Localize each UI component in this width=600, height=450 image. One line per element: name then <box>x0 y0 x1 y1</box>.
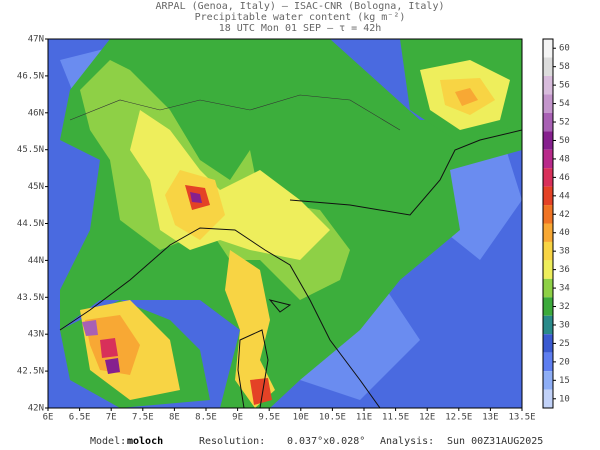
colorbar-band <box>543 57 553 76</box>
lat-label: 43.5N <box>17 293 44 303</box>
colorbar-band <box>543 315 553 335</box>
colorbar-band <box>543 334 553 353</box>
colorbar-band <box>543 352 553 372</box>
lon-label: 6.5E <box>69 413 91 423</box>
colorbar-label: 30 <box>559 320 570 330</box>
colorbar-label: 38 <box>559 247 570 257</box>
map-field <box>48 39 522 408</box>
colorbar-label: 40 <box>559 228 570 238</box>
lat-label: 42.5N <box>17 367 44 377</box>
colorbar-band <box>543 371 553 390</box>
lat-label: 43N <box>28 330 44 340</box>
colorbar-label: 54 <box>559 99 570 109</box>
colorbar-label: 44 <box>559 191 570 201</box>
lat-label: 45N <box>28 182 44 192</box>
colorbar-label: 60 <box>559 44 570 54</box>
lat-label: 44.5N <box>17 219 44 229</box>
lon-label: 7E <box>106 413 117 423</box>
colorbar-label: 56 <box>559 81 570 91</box>
colorbar-frame <box>542 38 554 409</box>
colorbar-band <box>543 168 553 187</box>
colorbar-label: 46 <box>559 173 570 183</box>
colorbar-label: 20 <box>559 357 570 367</box>
colorbar-band <box>543 223 553 242</box>
lon-label: 11.5E <box>382 413 409 423</box>
coastlines <box>59 94 522 408</box>
colorbar-label: 48 <box>559 154 570 164</box>
colorbar-label: 10 <box>559 394 570 404</box>
lat-label: 47N <box>28 35 44 45</box>
colorbar-band <box>543 75 553 95</box>
lon-label: 7.5E <box>132 413 154 423</box>
footer-value: moloch <box>127 436 163 447</box>
lon-label: 13E <box>482 413 498 423</box>
lon-label: 13.5E <box>508 413 535 423</box>
header-line: Precipitable water content (kg m⁻²) <box>195 12 406 23</box>
colorbar-label: 15 <box>559 376 570 386</box>
header-line: ARPAL (Genoa, Italy) — ISAC-CNR (Bologna… <box>156 1 445 12</box>
lon-label: 9E <box>232 413 243 423</box>
footer-value: 0.037°x0.028° <box>287 436 365 447</box>
colorbar-band <box>543 260 553 279</box>
colorbar-label: 52 <box>559 118 570 128</box>
header-line: 18 UTC Mon 01 SEP – τ = 42h <box>219 23 382 34</box>
colorbar-band <box>543 278 553 298</box>
lat-label: 44N <box>28 256 44 266</box>
lat-label: 46N <box>28 108 44 118</box>
lon-label: 10.5E <box>319 413 346 423</box>
colorbar-label: 58 <box>559 62 570 72</box>
lon-label: 11E <box>356 413 372 423</box>
colorbar-label: 32 <box>559 302 570 312</box>
lat-label: 45.5N <box>17 145 44 155</box>
colorbar-label: 42 <box>559 210 570 220</box>
lon-label: 12.5E <box>445 413 472 423</box>
lon-label: 12E <box>419 413 435 423</box>
colorbar-label: 36 <box>559 265 570 275</box>
lon-label: 6E <box>43 413 54 423</box>
lon-label: 9.5E <box>258 413 280 423</box>
colorbar-band <box>543 39 553 58</box>
colorbar-band <box>543 94 553 113</box>
colorbar-label: 50 <box>559 136 570 146</box>
colorbar-band <box>543 131 553 150</box>
colorbar-label: 34 <box>559 284 570 294</box>
lon-label: 8.5E <box>195 413 217 423</box>
colorbar-band <box>543 149 553 169</box>
colorbar-band <box>543 297 553 316</box>
footer-label: Model: <box>90 436 126 447</box>
lon-label: 10E <box>293 413 309 423</box>
colorbar-label: 25 <box>559 339 570 349</box>
colorbar-band <box>543 186 553 206</box>
colorbar-band <box>543 112 553 132</box>
lat-label: 42N <box>28 404 44 414</box>
colorbar-band <box>543 389 553 408</box>
colorbar-band <box>543 241 553 261</box>
footer-label: Analysis: <box>380 436 434 447</box>
lon-label: 8E <box>169 413 180 423</box>
lat-label: 46.5N <box>17 71 44 81</box>
colorbar-band <box>543 205 553 224</box>
footer-value: Sun 00Z31AUG2025 <box>447 436 543 447</box>
footer-label: Resolution: <box>199 436 265 447</box>
